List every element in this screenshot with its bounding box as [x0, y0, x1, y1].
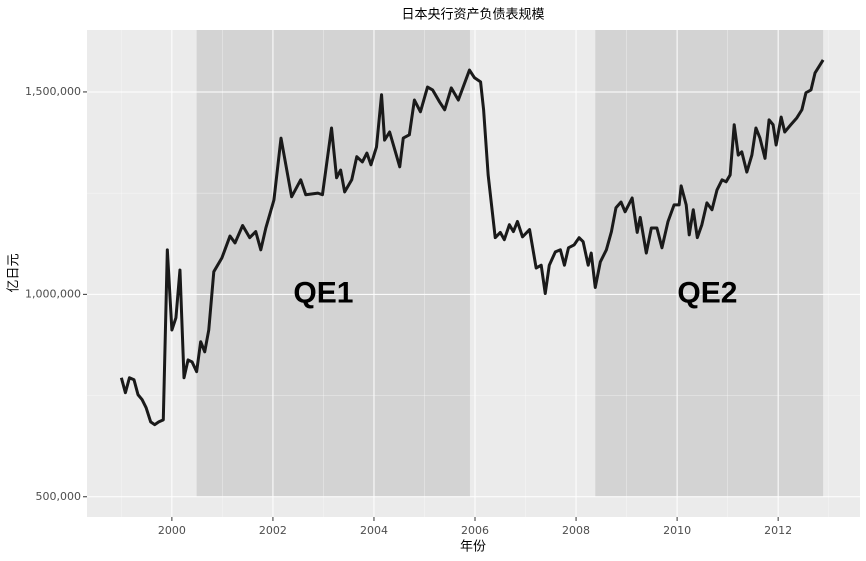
y-axis-label: 亿日元 [7, 253, 22, 292]
x-tick-label: 2006 [461, 524, 489, 537]
shaded-region [595, 30, 824, 497]
shaded-region [196, 30, 470, 497]
line-series [119, 59, 825, 427]
x-tick-label: 2002 [259, 524, 287, 537]
y-tick-label: 500,000 [36, 490, 82, 503]
x-tick-label: 2010 [663, 524, 691, 537]
x-tick-label: 2008 [562, 524, 590, 537]
x-tick-label: 2012 [764, 524, 792, 537]
y-tick-label: 1,000,000 [25, 287, 81, 300]
x-axis-label: 年份 [460, 540, 486, 555]
plot-area: QE1 QE2 [87, 30, 860, 517]
x-tick-label: 2000 [158, 524, 186, 537]
region-label: QE2 [677, 276, 737, 309]
y-tick-label: 1,500,000 [25, 85, 81, 98]
chart-title: 日本央行资产负债表规模 [401, 8, 544, 23]
region-label: QE1 [293, 276, 353, 309]
x-tick-label: 2004 [360, 524, 388, 537]
